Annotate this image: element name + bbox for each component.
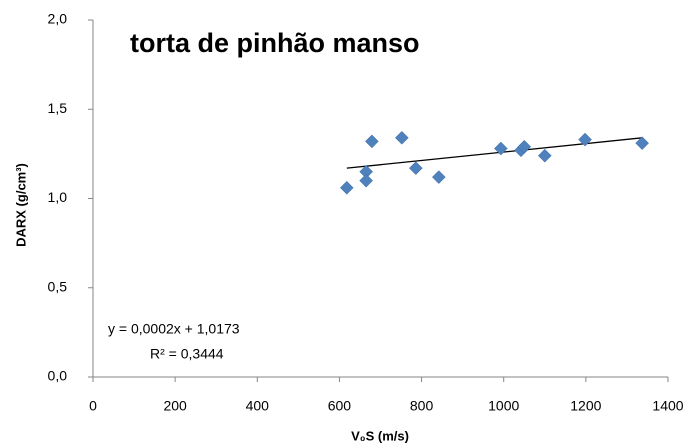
annotation: y = 0,0002x + 1,0173 [108,321,240,337]
x-tick-label: 1400 [652,398,683,414]
point [431,170,446,184]
point [578,132,592,147]
x-tick-label: 0 [89,398,97,414]
point [339,180,354,195]
y-tick-label: 2,0 [48,11,68,27]
x-tick-label: 400 [246,398,270,414]
point [395,130,409,145]
chart-title: torta de pinhão manso [130,28,420,58]
point [517,139,532,154]
y-axis-label: DARX (g/cm³) [13,163,28,247]
x-tick-label: 1000 [488,398,519,414]
trendline [346,137,643,169]
point [365,134,379,149]
y-tick-label: 1,5 [48,100,68,116]
point [537,148,552,163]
x-tick-label: 600 [328,398,352,414]
x-tick-label: 200 [163,398,187,414]
x-tick-label: 800 [410,398,434,414]
x-axis-label: V₀S (m/s) [351,428,409,443]
y-tick-label: 1,0 [48,189,68,205]
x-tick-label: 1200 [570,398,601,414]
y-tick-label: 0,5 [48,278,68,294]
point [635,136,649,151]
point [408,161,423,176]
point [493,141,508,156]
annotation: R² = 0,3444 [150,346,224,362]
y-tick-label: 0,0 [48,368,68,384]
point [359,173,373,188]
